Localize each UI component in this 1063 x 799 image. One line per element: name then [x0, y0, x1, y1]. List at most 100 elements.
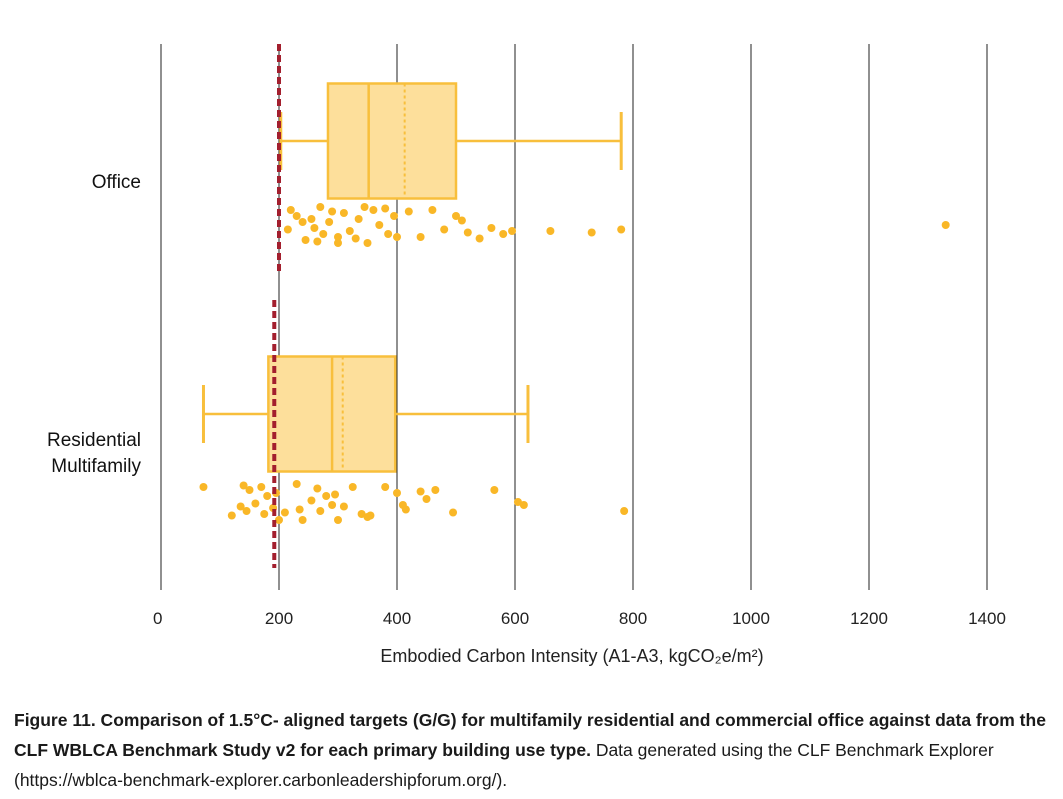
category-label: Residential	[47, 430, 141, 451]
data-point	[381, 483, 390, 491]
data-point	[449, 508, 458, 517]
points-layer	[199, 203, 950, 524]
data-point	[283, 225, 292, 234]
data-point	[513, 498, 522, 506]
data-point	[519, 501, 528, 509]
data-point	[360, 203, 369, 211]
data-point	[422, 495, 431, 503]
data-point	[366, 511, 375, 520]
data-point	[298, 218, 307, 226]
data-point	[307, 496, 316, 505]
data-point	[322, 492, 331, 500]
data-point	[487, 224, 496, 232]
data-point	[384, 230, 393, 238]
x-tick-label: 600	[501, 609, 529, 628]
data-point	[199, 483, 208, 491]
data-point	[475, 234, 484, 243]
data-point	[334, 516, 342, 524]
data-point	[239, 481, 248, 490]
data-point	[307, 215, 316, 223]
data-point	[620, 507, 629, 515]
data-point	[393, 489, 401, 497]
data-point	[440, 225, 449, 234]
x-tick-label: 1400	[968, 609, 1006, 628]
category-labels: Office Residential Multifamily	[47, 172, 141, 477]
data-point	[390, 212, 399, 220]
data-point	[381, 204, 390, 213]
data-point	[452, 212, 460, 220]
data-point	[328, 501, 337, 509]
data-point	[310, 224, 319, 232]
data-point	[348, 483, 357, 491]
data-point	[416, 487, 425, 496]
x-tick-label: 1000	[732, 609, 770, 628]
data-point	[457, 216, 466, 225]
data-point	[393, 233, 401, 241]
data-point	[298, 516, 307, 524]
x-axis-title: Embodied Carbon Intensity (A1-A3, kgCO₂e…	[380, 646, 763, 666]
data-point	[546, 227, 555, 235]
data-point	[617, 225, 626, 234]
x-tick-label: 1200	[850, 609, 888, 628]
data-point	[351, 234, 360, 243]
data-point	[257, 483, 266, 491]
data-point	[313, 237, 322, 246]
data-point	[251, 499, 260, 508]
data-point	[236, 502, 245, 511]
x-tick-label: 800	[619, 609, 647, 628]
data-point	[242, 507, 251, 515]
x-tick-label: 0	[153, 609, 162, 628]
x-axis-tick-labels: 0 200 400 600 800 1000 1200 1400	[153, 609, 1006, 628]
data-point	[357, 510, 366, 518]
data-point	[339, 209, 348, 217]
data-point	[345, 227, 354, 235]
box-plot-chart: 0 200 400 600 800 1000 1200 1400 Office Resident…	[47, 44, 1006, 666]
data-point	[313, 484, 322, 493]
category-label: Office	[92, 172, 141, 193]
boxes-layer	[201, 82, 623, 473]
data-point	[404, 207, 413, 216]
data-point	[334, 239, 342, 247]
data-point	[428, 206, 437, 214]
caption-normal: Data generated using the CLF Benchmark E…	[14, 740, 994, 790]
target-lines-layer	[272, 44, 281, 568]
data-point	[369, 206, 378, 214]
data-point	[431, 486, 440, 494]
data-point	[316, 507, 325, 515]
data-point	[339, 502, 348, 511]
iqr-box	[326, 82, 458, 200]
data-point	[325, 218, 334, 226]
x-tick-label: 200	[265, 609, 293, 628]
data-point	[416, 233, 425, 241]
data-point	[286, 206, 295, 214]
data-point	[275, 516, 283, 524]
data-point	[245, 486, 254, 494]
data-point	[292, 480, 301, 488]
data-point	[401, 505, 410, 514]
data-point	[292, 212, 301, 220]
data-point	[941, 221, 950, 229]
data-point	[375, 221, 384, 229]
data-point	[499, 230, 508, 238]
data-point	[280, 508, 289, 517]
data-point	[328, 207, 337, 216]
data-point	[508, 227, 517, 235]
data-point	[334, 233, 342, 241]
category-label: Multifamily	[51, 456, 141, 477]
data-point	[319, 230, 328, 238]
data-point	[490, 486, 499, 494]
data-point	[587, 228, 596, 237]
x-tick-label: 400	[383, 609, 411, 628]
gridlines	[160, 44, 988, 590]
data-point	[227, 511, 236, 520]
data-point	[263, 492, 272, 500]
data-point	[363, 239, 372, 247]
data-point	[354, 215, 363, 223]
data-point	[316, 203, 325, 211]
data-point	[463, 228, 472, 237]
data-point	[331, 490, 340, 499]
data-point	[260, 510, 269, 518]
data-point	[301, 236, 310, 244]
data-point	[295, 505, 304, 514]
caption-bold: Figure 11. Comparison of 1.5°C- aligned …	[14, 710, 1046, 760]
